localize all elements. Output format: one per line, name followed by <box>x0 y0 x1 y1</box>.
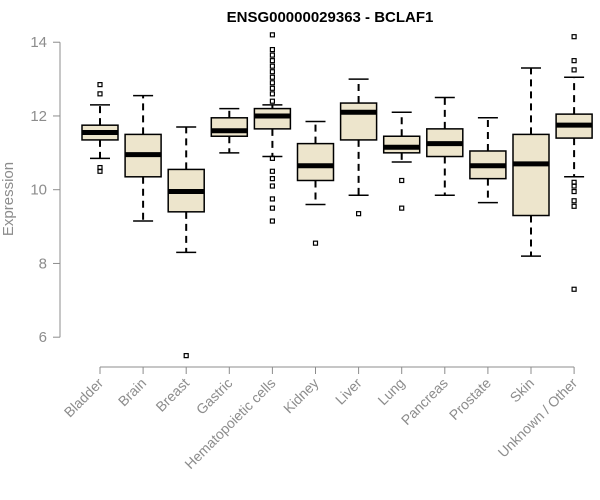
outlier-point <box>269 183 275 189</box>
outlier-point <box>97 91 103 97</box>
x-tick-label: Bladder <box>61 375 107 421</box>
outlier-point <box>269 168 275 174</box>
outlier-point <box>269 74 275 80</box>
outlier-point <box>269 32 275 38</box>
outlier-point <box>399 205 405 211</box>
y-tick-label: 6 <box>39 329 47 346</box>
outlier-point <box>312 240 319 246</box>
y-tick-label: 14 <box>30 34 47 51</box>
outlier-point <box>269 52 275 58</box>
x-tick-label: Kidney <box>280 375 322 417</box>
outlier-point <box>269 98 275 104</box>
box-2 <box>124 94 162 222</box>
outlier-point <box>269 46 275 53</box>
outlier-point <box>399 177 405 184</box>
outlier-point <box>356 211 362 217</box>
x-tick-label: Brain <box>115 375 149 409</box>
outlier-point <box>269 63 275 69</box>
box-body <box>512 133 550 217</box>
box-11 <box>512 67 550 257</box>
y-axis-label: Expression <box>0 162 17 236</box>
outlier-point <box>571 203 577 209</box>
box-body <box>253 107 292 130</box>
outlier-point <box>571 179 577 185</box>
x-tick-label: Pancreas <box>398 375 451 428</box>
box-body <box>339 102 378 141</box>
box-8 <box>382 111 421 211</box>
x-tick-label: Lung <box>374 375 407 408</box>
box-body <box>382 135 421 154</box>
y-axis: 6 8 10 12 14 <box>30 34 61 346</box>
x-tick-label: Skin <box>507 375 538 406</box>
box-12 <box>555 34 593 292</box>
y-tick-label: 12 <box>30 108 47 125</box>
x-tick-label: Liver <box>332 375 365 408</box>
box-5 <box>253 32 292 224</box>
box-9 <box>426 96 464 196</box>
chart-title: ENSG00000029363 - BCLAF1 <box>227 9 434 26</box>
box-3 <box>167 126 205 359</box>
box-7 <box>339 78 378 217</box>
x-tick-label: Prostate <box>446 375 494 423</box>
box-body <box>210 117 249 137</box>
outlier-point <box>97 164 103 171</box>
outlier-point <box>269 91 275 97</box>
outlier-point <box>269 58 275 64</box>
outlier-point <box>269 80 275 86</box>
outlier-point <box>269 196 275 202</box>
outlier-point <box>571 67 577 73</box>
box-1 <box>81 82 119 174</box>
outlier-point <box>269 176 275 182</box>
outlier-point <box>269 218 275 224</box>
outlier-point <box>571 198 577 204</box>
outlier-point <box>571 34 577 40</box>
x-tick-label: Breast <box>152 375 192 415</box>
box-6 <box>296 120 335 246</box>
box-4 <box>210 107 249 154</box>
outlier-point <box>571 286 577 292</box>
outlier-point <box>97 82 103 88</box>
box-10 <box>469 117 507 204</box>
outlier-point <box>269 69 275 75</box>
y-tick-label: 10 <box>30 182 47 199</box>
outlier-point <box>183 353 189 359</box>
outlier-point <box>269 155 275 161</box>
x-tick-label: Gastric <box>193 375 236 418</box>
outlier-point <box>269 205 275 211</box>
y-tick-label: 8 <box>39 255 47 272</box>
outlier-point <box>571 188 577 195</box>
outlier-point <box>571 58 577 64</box>
box-series <box>81 32 593 359</box>
outlier-point <box>269 85 275 91</box>
box-body <box>296 142 335 182</box>
x-tick-label: Unknown / Other <box>495 375 581 461</box>
